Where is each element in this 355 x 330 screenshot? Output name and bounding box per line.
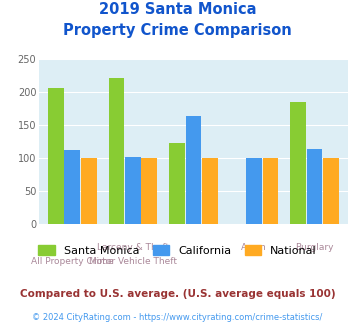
Bar (246, 158, 262, 224)
Text: All Property Crime: All Property Crime (31, 257, 114, 266)
Text: Property Crime Comparison: Property Crime Comparison (63, 23, 292, 38)
Bar (262, 158, 278, 224)
Bar (202, 158, 218, 224)
Text: © 2024 CityRating.com - https://www.cityrating.com/crime-statistics/: © 2024 CityRating.com - https://www.city… (32, 314, 323, 322)
Bar (48, 88, 64, 224)
Bar (323, 158, 339, 224)
Bar (81, 158, 97, 224)
Bar (65, 150, 80, 224)
Text: Compared to U.S. average. (U.S. average equals 100): Compared to U.S. average. (U.S. average … (20, 289, 335, 299)
Text: Arson: Arson (241, 243, 267, 251)
Bar (141, 158, 157, 224)
Bar (290, 102, 306, 224)
Bar (169, 143, 185, 224)
Text: Burglary: Burglary (295, 243, 334, 251)
Legend: Santa Monica, California, National: Santa Monica, California, National (34, 241, 321, 260)
Text: Larceny & Theft: Larceny & Theft (97, 243, 169, 251)
Bar (109, 78, 125, 224)
Text: Motor Vehicle Theft: Motor Vehicle Theft (89, 257, 177, 266)
Bar (307, 149, 322, 224)
Bar (125, 157, 141, 224)
Text: 2019 Santa Monica: 2019 Santa Monica (99, 2, 256, 16)
Bar (186, 116, 201, 224)
